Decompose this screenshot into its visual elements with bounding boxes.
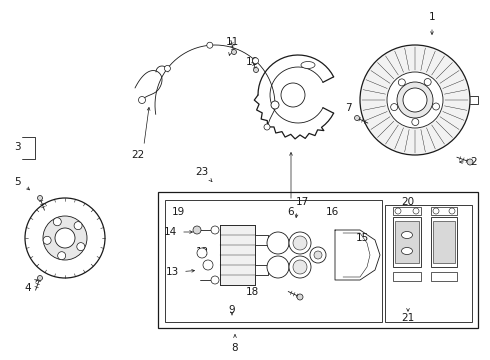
- Circle shape: [207, 42, 213, 48]
- Circle shape: [314, 251, 322, 259]
- Text: 4: 4: [24, 283, 31, 293]
- Circle shape: [412, 118, 419, 126]
- Text: 9: 9: [229, 305, 235, 315]
- Circle shape: [252, 58, 259, 64]
- Text: 7: 7: [344, 103, 351, 113]
- Circle shape: [449, 208, 455, 214]
- Text: 6: 6: [288, 207, 294, 217]
- Circle shape: [197, 248, 207, 258]
- Circle shape: [267, 256, 289, 278]
- Circle shape: [293, 236, 307, 250]
- Circle shape: [77, 243, 85, 251]
- Circle shape: [43, 216, 87, 260]
- Circle shape: [387, 72, 443, 128]
- Text: 12: 12: [196, 247, 209, 257]
- Circle shape: [211, 276, 219, 284]
- Circle shape: [360, 45, 470, 155]
- Circle shape: [211, 226, 219, 234]
- Circle shape: [289, 232, 311, 254]
- Text: 22: 22: [131, 150, 145, 160]
- Text: 23: 23: [196, 167, 209, 177]
- Bar: [431, 207, 457, 215]
- Circle shape: [467, 159, 473, 165]
- Bar: [393, 207, 421, 215]
- Circle shape: [433, 103, 440, 110]
- Circle shape: [253, 68, 259, 72]
- Text: 13: 13: [166, 267, 179, 277]
- Text: 1: 1: [429, 12, 435, 22]
- Bar: [393, 272, 421, 281]
- Text: 11: 11: [225, 37, 239, 47]
- Circle shape: [203, 260, 213, 270]
- Circle shape: [354, 116, 360, 121]
- Bar: [431, 217, 457, 267]
- Ellipse shape: [301, 62, 315, 68]
- Bar: [433, 221, 455, 263]
- Ellipse shape: [401, 231, 413, 239]
- Circle shape: [139, 96, 146, 104]
- Circle shape: [193, 226, 201, 234]
- Circle shape: [38, 195, 43, 201]
- Circle shape: [38, 275, 43, 280]
- Bar: [158, 192, 478, 328]
- Circle shape: [74, 222, 82, 230]
- Circle shape: [424, 78, 431, 86]
- Circle shape: [25, 198, 105, 278]
- Bar: [165, 200, 382, 322]
- Text: 15: 15: [355, 233, 368, 243]
- Circle shape: [395, 208, 401, 214]
- Text: 2: 2: [471, 157, 477, 167]
- Text: 20: 20: [401, 197, 415, 207]
- Circle shape: [281, 83, 305, 107]
- Circle shape: [58, 252, 66, 260]
- Text: 21: 21: [401, 313, 415, 323]
- Circle shape: [413, 208, 419, 214]
- Circle shape: [43, 236, 51, 244]
- Text: 19: 19: [172, 207, 185, 217]
- Text: 14: 14: [163, 227, 176, 237]
- Circle shape: [55, 228, 75, 248]
- Circle shape: [433, 208, 439, 214]
- Circle shape: [391, 104, 398, 111]
- Bar: [431, 272, 457, 281]
- Text: 8: 8: [232, 343, 238, 353]
- Text: 3: 3: [14, 142, 20, 152]
- Bar: [393, 217, 421, 267]
- Circle shape: [293, 260, 307, 274]
- Circle shape: [289, 256, 311, 278]
- Circle shape: [297, 294, 303, 300]
- Circle shape: [53, 218, 61, 226]
- Ellipse shape: [401, 248, 413, 255]
- Circle shape: [397, 82, 433, 118]
- Circle shape: [264, 124, 270, 130]
- Bar: [220, 225, 255, 285]
- Circle shape: [267, 232, 289, 254]
- Circle shape: [403, 88, 427, 112]
- Bar: [385, 205, 472, 322]
- Text: 17: 17: [295, 197, 309, 207]
- Bar: [395, 221, 419, 263]
- Text: 10: 10: [245, 57, 259, 67]
- Text: 16: 16: [325, 207, 339, 217]
- Circle shape: [271, 101, 279, 109]
- Circle shape: [165, 66, 171, 71]
- Text: 18: 18: [245, 287, 259, 297]
- Circle shape: [398, 79, 405, 86]
- Text: 5: 5: [14, 177, 20, 187]
- Circle shape: [310, 247, 326, 263]
- Circle shape: [231, 50, 237, 54]
